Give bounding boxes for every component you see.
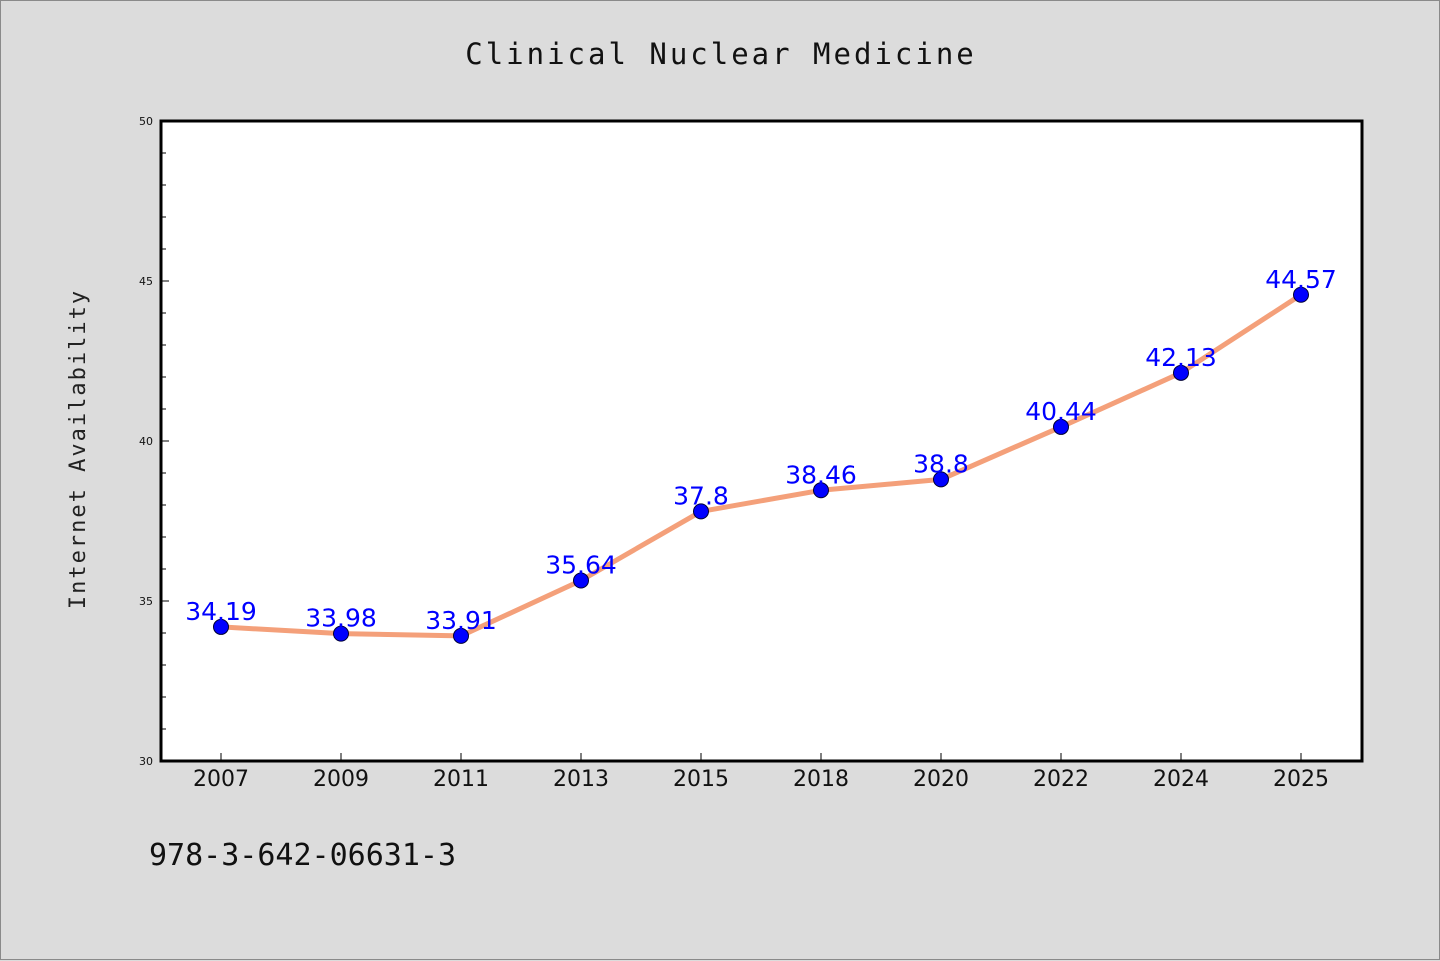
data-point xyxy=(693,503,709,520)
y-tick-label: 50 xyxy=(139,115,153,128)
data-label: 33.98 xyxy=(305,604,377,633)
data-label: 35.64 xyxy=(545,551,617,580)
x-tick-label: 2022 xyxy=(1033,767,1089,792)
y-tick-label: 40 xyxy=(139,435,153,448)
x-tick-label: 2013 xyxy=(553,767,609,792)
series-line xyxy=(218,292,1304,639)
isbn-footer: 978-3-642-06631-3 xyxy=(149,838,456,873)
data-label: 38.8 xyxy=(913,449,969,478)
plot-area xyxy=(159,119,1364,763)
x-tick-label: 2020 xyxy=(913,767,969,792)
data-point xyxy=(453,627,469,644)
x-tick-label: 2007 xyxy=(193,767,249,792)
data-point xyxy=(213,618,229,635)
y-axis: 30 35 40 45 50 xyxy=(139,115,169,768)
data-label: 34.19 xyxy=(185,597,257,626)
y-tick-label: 35 xyxy=(139,595,153,608)
data-point xyxy=(1173,364,1189,381)
x-tick-label: 2015 xyxy=(673,767,729,792)
data-label: 40.44 xyxy=(1025,397,1097,426)
data-label: 33.91 xyxy=(425,606,497,635)
data-point xyxy=(933,471,949,488)
data-label: 42.13 xyxy=(1145,343,1217,372)
data-point xyxy=(813,482,829,499)
x-tick-label: 2011 xyxy=(433,767,489,792)
y-axis-label: Internet Availability xyxy=(66,289,91,609)
x-tick-label: 2009 xyxy=(313,767,369,792)
data-point xyxy=(573,572,589,589)
x-tick-label: 2025 xyxy=(1273,767,1329,792)
data-point xyxy=(1293,286,1309,303)
chart-title: Clinical Nuclear Medicine xyxy=(465,37,977,71)
x-tick-label: 2024 xyxy=(1153,767,1209,792)
x-axis: 2007 2009 2011 2013 2015 2018 2020 2022 2024 2025 xyxy=(193,753,1329,792)
x-tick-label: 2018 xyxy=(793,767,849,792)
y-tick-label: 30 xyxy=(139,755,153,768)
data-point xyxy=(1053,418,1069,435)
data-label: 37.8 xyxy=(673,481,729,510)
data-label: 38.46 xyxy=(785,460,857,489)
series-layer xyxy=(213,286,1309,644)
y-tick-label: 45 xyxy=(139,275,153,288)
data-point xyxy=(333,625,349,642)
data-label-layer: 34.19 33.98 33.91 35.64 37.8 38.46 38.8 40.44 42… xyxy=(185,265,1337,635)
data-label: 44.57 xyxy=(1265,265,1337,294)
